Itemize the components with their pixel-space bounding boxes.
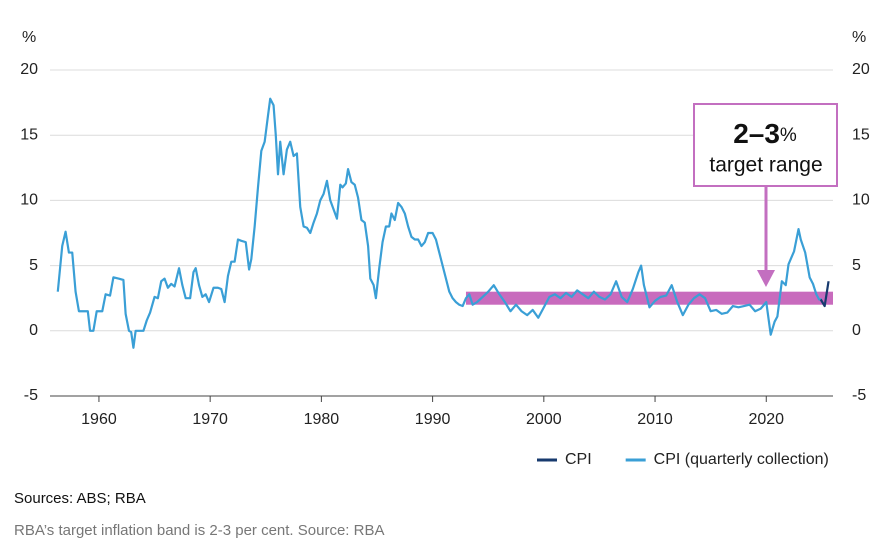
annotation-arrowhead <box>757 270 775 287</box>
y2-tick-label: 0 <box>852 322 861 339</box>
annotation-heading: 2–3% <box>733 118 797 149</box>
series-line <box>819 281 830 308</box>
annotation-title: 2–3 <box>733 118 780 149</box>
sources: Sources: ABS; RBA <box>14 490 146 507</box>
y2-tick-label: 5 <box>852 257 861 274</box>
x-tick-label: 1960 <box>81 411 117 428</box>
x-tick-label: 2020 <box>748 411 784 428</box>
x-tick-label: 2010 <box>637 411 673 428</box>
y2-tick-label: 20 <box>852 61 870 78</box>
y-tick-label: 5 <box>29 257 38 274</box>
y2-axis-unit: % <box>852 29 866 46</box>
target-band <box>465 291 833 305</box>
legend: CPI CPI (quarterly collection) <box>537 451 829 468</box>
legend-label: CPI <box>565 451 592 468</box>
y-tick-label: -5 <box>24 387 38 404</box>
series-line <box>56 97 822 349</box>
y-axis-unit: % <box>22 29 36 46</box>
caption: RBA’s target inflation band is 2-3 per c… <box>14 522 384 539</box>
annotation-text: target range <box>709 154 822 177</box>
annotation: 2–3% target range <box>693 103 838 287</box>
y2-tick-label: 10 <box>852 192 870 209</box>
y2-tick-label: 15 <box>852 126 870 143</box>
lines-layer <box>56 97 830 349</box>
y-tick-label: 10 <box>20 192 38 209</box>
annotation-box <box>693 103 838 187</box>
legend-label: CPI (quarterly collection) <box>654 451 829 468</box>
y2-tick-label: -5 <box>852 387 866 404</box>
y-tick-label: 15 <box>20 126 38 143</box>
x-tick-label: 1990 <box>415 411 451 428</box>
x-tick-label: 2000 <box>526 411 562 428</box>
annotation-unit: % <box>780 125 797 146</box>
x-tick-label: 1980 <box>304 411 340 428</box>
y-tick-label: 20 <box>20 61 38 78</box>
y-tick-label: 0 <box>29 322 38 339</box>
x-tick-label: 1970 <box>192 411 228 428</box>
target-band-layer <box>465 291 833 305</box>
